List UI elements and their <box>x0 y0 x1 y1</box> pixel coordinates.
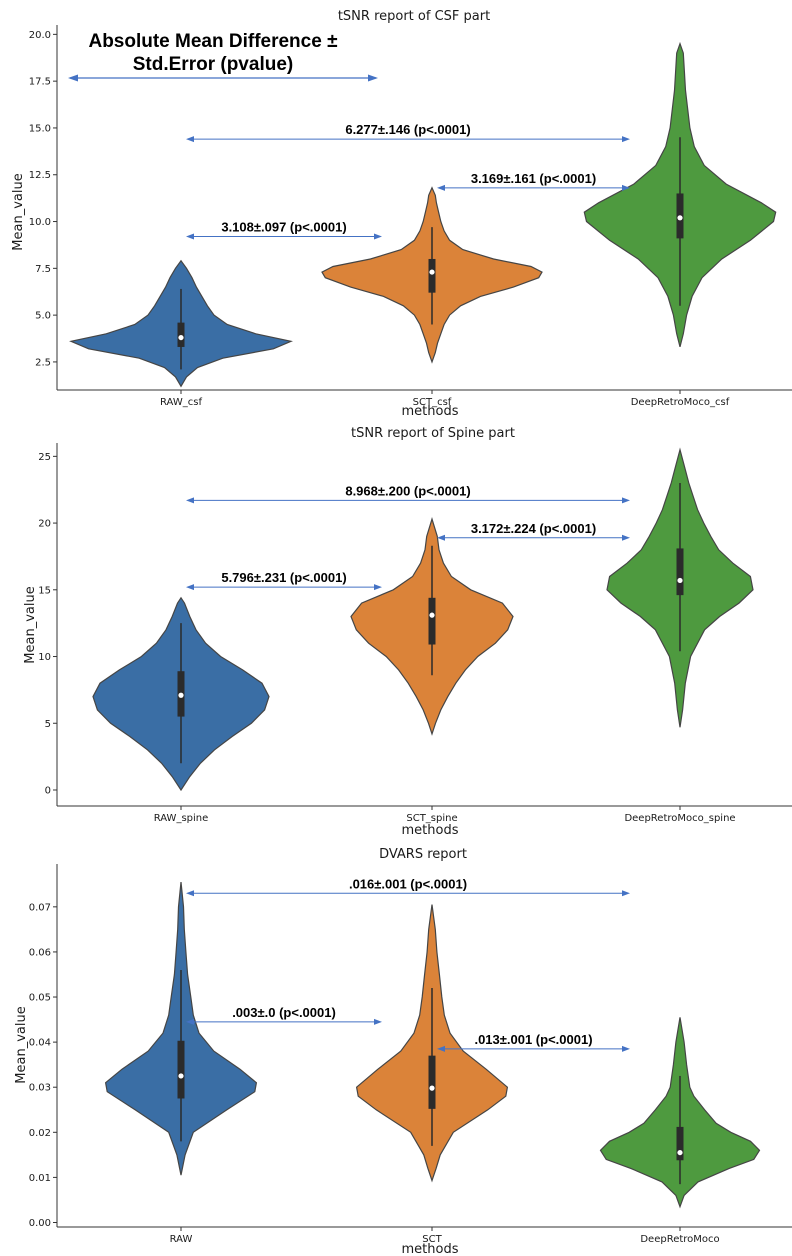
y-tick-label: 15 <box>38 585 51 596</box>
iqr-box <box>676 1126 684 1161</box>
comparison-label: .003±.0 (p<.0001) <box>232 1005 336 1020</box>
comparison-label: 8.968±.200 (p<.0001) <box>345 483 470 498</box>
comparison-arrowhead-left <box>186 890 194 897</box>
chart-title: tSNR report of Spine part <box>351 426 515 441</box>
x-tick-label: SCT_spine <box>406 813 457 824</box>
y-axis-label: Mean_value <box>14 1006 29 1083</box>
comparison-label: 3.172±.224 (p<.0001) <box>471 521 596 536</box>
comparison-arrowhead-left <box>186 584 194 591</box>
y-tick-label: 7.5 <box>35 264 51 275</box>
comparison-arrowhead-right <box>622 534 630 541</box>
median-dot <box>178 334 184 341</box>
median-dot <box>429 612 435 618</box>
x-tick-label: DeepRetroMoco_spine <box>624 813 735 824</box>
x-axis-label: methods <box>402 404 459 419</box>
comparison-arrowhead-left <box>186 136 194 143</box>
comparison-arrowhead-left <box>437 534 445 541</box>
x-tick-label: RAW_spine <box>154 813 209 824</box>
comparison-arrowhead-left <box>186 1018 194 1025</box>
comparison-label: 3.108±.097 (p<.0001) <box>221 220 346 235</box>
comparison-arrowhead-left <box>186 233 194 240</box>
iqr-box <box>676 548 684 596</box>
y-tick-label: 5 <box>45 719 51 730</box>
x-tick-label: RAW <box>170 1234 193 1245</box>
comparison-arrowhead-left <box>437 184 445 191</box>
comparison-arrowhead-right <box>622 1045 630 1052</box>
y-tick-label: 0.05 <box>29 993 51 1004</box>
median-dot <box>429 1085 435 1091</box>
panel-csf: tSNR report of CSF part methods Mean_val… <box>11 9 792 419</box>
comparison-label: 6.277±.146 (p<.0001) <box>345 122 470 137</box>
y-tick-label: 2.5 <box>35 357 51 368</box>
median-dot <box>429 269 435 275</box>
comparison-arrowhead-right <box>622 497 630 504</box>
y-tick-label: 10.0 <box>29 217 51 228</box>
y-tick-label: 0.01 <box>29 1173 51 1184</box>
iqr-box <box>428 1055 436 1109</box>
y-tick-label: 20.0 <box>29 30 51 41</box>
y-axis-label: Mean_value <box>11 173 26 250</box>
median-dot <box>677 1149 683 1156</box>
iqr-box <box>428 258 436 293</box>
x-tick-label: SCT <box>422 1234 442 1245</box>
panel-spine: tSNR report of Spine part methods Mean_v… <box>23 426 792 838</box>
panel-dvars: DVARS report methods Mean_value 0.00 0.01… <box>14 847 792 1256</box>
iqr-box <box>428 597 436 645</box>
y-tick-label: 0.02 <box>29 1128 51 1139</box>
y-tick-label: 0.03 <box>29 1083 51 1094</box>
median-dot <box>677 577 683 584</box>
iqr-box <box>177 1040 185 1099</box>
y-tick-label: 0.06 <box>29 947 51 958</box>
y-tick-label: 12.5 <box>29 170 51 181</box>
chart-title: DVARS report <box>379 847 467 862</box>
y-tick-label: 0.04 <box>29 1038 51 1049</box>
x-axis-label: methods <box>402 1242 459 1256</box>
median-dot <box>178 1073 184 1079</box>
comparison-label: .013±.001 (p<.0001) <box>474 1032 592 1047</box>
x-axis-label: methods <box>402 823 459 838</box>
legend-arrowhead-right <box>368 74 378 82</box>
y-axis-label: Mean_value <box>23 586 38 663</box>
y-tick-label: 0.00 <box>29 1218 51 1229</box>
comparison-label: 5.796±.231 (p<.0001) <box>221 570 346 585</box>
y-tick-label: 20 <box>38 519 51 530</box>
chart-title: tSNR report of CSF part <box>338 9 490 24</box>
median-dot <box>677 215 683 221</box>
comparison-label: .016±.001 (p<.0001) <box>349 876 467 891</box>
median-dot <box>178 692 184 698</box>
comparison-arrowhead-left <box>186 497 194 504</box>
annotation-legend-line-1: Absolute Mean Difference ± <box>88 31 337 52</box>
y-tick-label: 5.0 <box>35 311 51 322</box>
comparison-arrowhead-left <box>437 1045 445 1052</box>
x-tick-label: DeepRetroMoco <box>640 1234 719 1245</box>
y-tick-label: 10 <box>38 652 51 663</box>
x-tick-label: RAW_csf <box>160 397 202 408</box>
legend-arrowhead-left <box>68 74 78 82</box>
comparison-arrowhead-right <box>374 584 382 591</box>
x-tick-label: SCT_csf <box>413 397 452 408</box>
comparison-arrowhead-right <box>374 1018 382 1025</box>
y-tick-label: 15.0 <box>29 123 51 134</box>
y-tick-label: 25 <box>38 452 51 463</box>
comparison-arrowhead-right <box>622 136 630 143</box>
y-tick-label: 17.5 <box>29 77 51 88</box>
iqr-box <box>177 322 185 347</box>
comparison-arrowhead-right <box>374 233 382 240</box>
comparison-arrowhead-right <box>622 890 630 897</box>
comparison-arrowhead-right <box>622 184 630 191</box>
y-tick-label: 0.07 <box>29 902 51 913</box>
comparison-label: 3.169±.161 (p<.0001) <box>471 171 596 186</box>
y-tick-label: 0 <box>45 785 51 796</box>
annotation-legend-line-2: Std.Error (pvalue) <box>133 54 293 75</box>
x-tick-label: DeepRetroMoco_csf <box>631 397 730 408</box>
